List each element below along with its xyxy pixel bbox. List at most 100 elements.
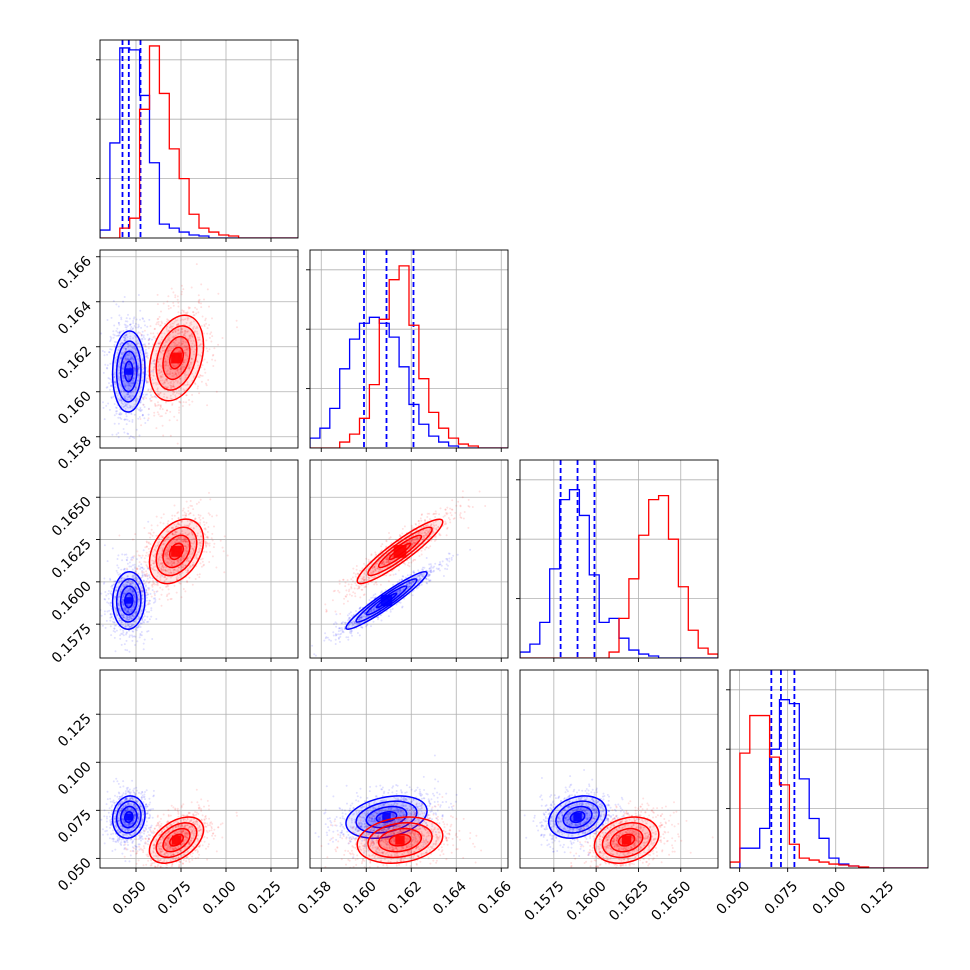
scatter-point [181,346,184,349]
scatter-point [131,390,134,393]
scatter-point [115,392,118,395]
scatter-point [162,568,165,571]
scatter-point [125,357,127,360]
scatter-point [153,335,156,338]
scatter-point [439,534,442,537]
scatter-point [194,306,197,309]
scatter-point [158,540,161,543]
scatter-point [171,517,174,520]
scatter-point [112,330,115,333]
scatter-point [131,558,134,561]
scatter-point [152,555,155,558]
scatter-point [339,635,342,638]
scatter-point [145,348,147,351]
scatter-point [183,352,186,355]
scatter-point [130,395,133,398]
scatter-point [447,552,450,555]
scatter-point [127,393,130,396]
scatter-point [352,572,355,575]
scatter-point [359,607,361,610]
scatter-point [134,628,137,631]
scatter-point [372,620,375,623]
scatter-point [191,533,194,536]
scatter-point [200,540,203,543]
scatter-point [164,552,167,555]
scatter-point [106,610,109,613]
scatter-point [172,385,175,388]
scatter-point [421,573,423,576]
scatter-point [183,334,186,337]
scatter-point [160,561,163,564]
scatter-point [109,340,112,343]
scatter-point [160,593,163,596]
scatter-point [139,401,142,404]
scatter-point [128,561,131,564]
scatter-point [175,569,177,572]
scatter-point [461,496,464,499]
scatter-point [122,368,125,371]
scatter-point [134,371,137,374]
scatter-point [184,378,187,381]
scatter-point [122,604,125,606]
scatter-point [180,327,183,330]
scatter-point [175,344,178,347]
scatter-point [139,332,141,335]
scatter-point [358,586,361,589]
scatter-point [175,364,178,367]
scatter-point [110,615,113,618]
scatter-point [187,506,190,509]
scatter-point [131,420,134,423]
scatter-point [148,581,151,584]
scatter-point [427,578,430,581]
scatter-point [127,618,130,621]
scatter-point [175,531,178,534]
scatter-point [197,551,200,554]
scatter-point [179,367,182,370]
scatter-point [160,351,163,354]
scatter-point [180,566,183,569]
scatter-point [399,601,402,604]
scatter-point [166,551,169,554]
scatter-point [155,427,158,430]
scatter-point [185,546,188,549]
scatter-point [173,533,176,536]
scatter-point [178,558,181,561]
scatter-point [427,575,430,578]
scatter-point [138,416,141,418]
scatter-point [363,562,365,565]
scatter-point [171,372,174,375]
scatter-point [422,569,425,572]
scatter-point [206,531,209,533]
scatter-point [125,625,128,628]
scatter-point [209,333,212,335]
scatter-point [166,549,169,552]
scatter-point [141,554,144,557]
scatter-point [112,617,115,620]
scatter-point [195,325,198,328]
scatter-point [110,396,113,399]
scatter-point [100,614,103,617]
scatter-point [154,549,157,552]
scatter-point [107,592,110,595]
scatter-point [161,568,163,571]
scatter-point [151,382,154,385]
scatter-point [127,393,129,395]
scatter-point [143,615,146,618]
scatter-point [193,331,196,334]
scatter-point [126,616,129,619]
scatter-point [159,365,162,368]
scatter-point [203,527,206,530]
scatter-point [141,586,144,589]
scatter-point [125,415,128,418]
scatter-point [134,599,137,602]
panel-2-1 [309,459,509,662]
scatter-point [172,569,175,572]
scatter-point [135,611,138,613]
scatter-point [176,419,179,422]
scatter-point [417,580,420,583]
scatter-point [198,541,201,544]
histogram-series-0 [310,316,508,448]
scatter-point [128,623,131,626]
scatter-point [189,322,192,325]
scatter-point [191,342,194,345]
